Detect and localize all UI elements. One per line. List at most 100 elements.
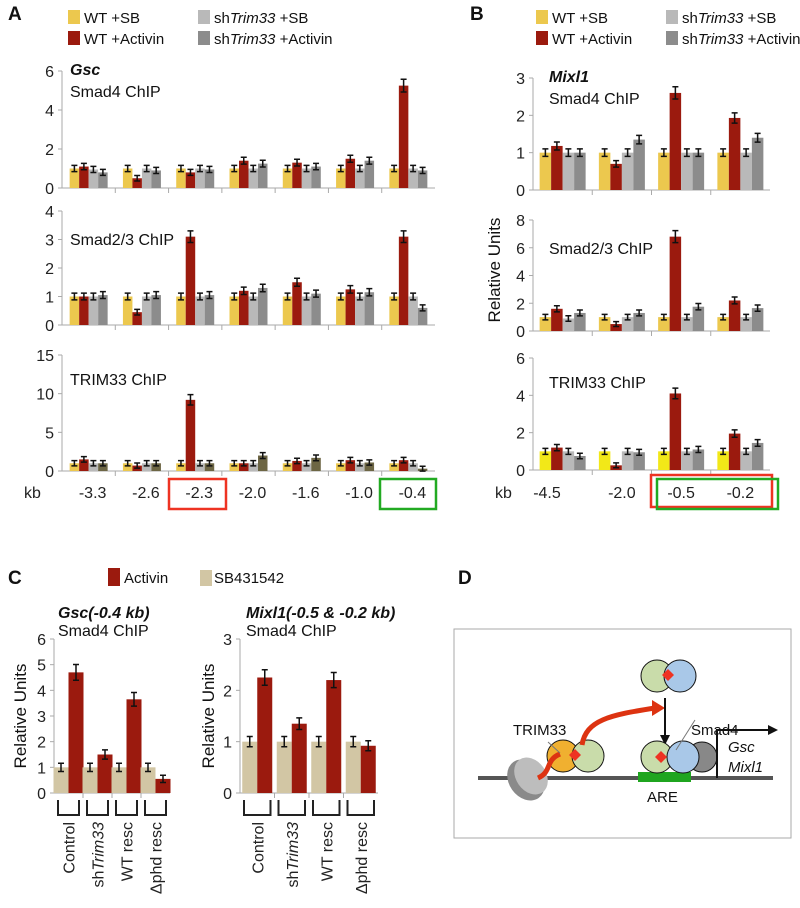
smad4-label: Smad4 <box>691 722 739 739</box>
bar <box>740 451 752 470</box>
bar <box>185 399 196 471</box>
error-bar <box>391 164 398 173</box>
bar <box>669 393 682 470</box>
bar <box>122 168 133 188</box>
error-bar <box>196 459 203 467</box>
y-tick-label: 4 <box>516 269 525 286</box>
bar <box>355 168 365 188</box>
bar <box>389 463 399 471</box>
error-bar <box>145 762 151 773</box>
error-bar <box>99 168 106 177</box>
bar <box>258 455 268 471</box>
error-bar <box>542 313 549 321</box>
y-tick-label: 2 <box>45 142 54 159</box>
bar <box>292 460 302 471</box>
error-bar <box>313 289 320 298</box>
bar <box>681 451 693 470</box>
error-bar <box>400 230 407 244</box>
error-bar <box>356 164 363 173</box>
gene-label-gsc: Gsc <box>728 739 755 756</box>
bar <box>151 170 161 188</box>
legend-label: shTrim33 +SB <box>682 10 776 27</box>
bar <box>751 308 764 331</box>
bar <box>155 778 171 793</box>
bar <box>539 317 552 331</box>
bar <box>326 680 342 793</box>
chart-title: Smad4 ChIP <box>246 623 337 640</box>
bar <box>389 168 399 188</box>
bar <box>610 163 622 190</box>
bar <box>301 168 312 188</box>
y-tick-label: 8 <box>516 213 525 230</box>
bar <box>728 433 741 470</box>
bar <box>292 282 302 325</box>
error-bar <box>337 459 344 467</box>
legend-swatch <box>666 31 678 45</box>
highlight-box-red <box>649 473 774 509</box>
x-axis-label: kb <box>24 485 41 502</box>
legend-swatch <box>198 31 210 45</box>
bar <box>79 296 89 325</box>
error-bar <box>231 164 238 173</box>
bar <box>740 317 752 331</box>
bar <box>598 317 611 331</box>
chart-title: Smad4 ChIP <box>58 623 149 640</box>
chart-title: Smad2/3 ChIP <box>549 241 653 258</box>
bar <box>539 152 552 190</box>
bar <box>364 462 375 471</box>
bar <box>204 463 215 471</box>
x-category-label: shTrim33 <box>91 822 108 888</box>
error-bar <box>366 287 373 297</box>
error-bar <box>259 283 266 293</box>
error-bar <box>410 292 417 301</box>
panel-label-b: B <box>470 4 484 25</box>
bar <box>551 308 563 331</box>
chart-a2: 0 1 2 3 4 Smad2/3 ChIP <box>45 204 435 335</box>
error-bar <box>284 459 291 467</box>
bar <box>417 170 428 188</box>
bar <box>681 317 693 331</box>
bar <box>621 152 634 190</box>
error-bar <box>576 309 583 317</box>
arrowhead-icon <box>652 700 665 716</box>
y-tick-label: 0 <box>516 324 525 341</box>
bar <box>239 463 249 471</box>
phospho-mark <box>655 751 667 763</box>
error-bar <box>672 387 679 400</box>
x-category-label: -2.6 <box>132 485 160 502</box>
error-bar <box>313 454 320 462</box>
error-bar <box>613 320 620 328</box>
error-bar <box>313 162 320 171</box>
error-bar <box>636 448 643 456</box>
y-axis-label: Relative Units <box>11 664 30 769</box>
bar <box>79 166 89 188</box>
bar <box>669 236 682 331</box>
bar <box>345 158 356 188</box>
legend-label: Activin <box>124 570 168 587</box>
error-bar <box>347 456 354 464</box>
x-category-label: -1.0 <box>345 485 373 502</box>
error-bar <box>134 308 141 316</box>
error-bar <box>124 164 131 173</box>
error-bar <box>542 148 549 158</box>
chart-b1: 0 1 2 3 Mixl1 Smad4 ChIP <box>516 69 770 200</box>
bar <box>258 163 268 188</box>
error-bar <box>683 447 690 456</box>
error-bar <box>58 762 64 773</box>
error-bar <box>206 290 213 300</box>
bar <box>355 296 365 325</box>
bar <box>176 296 186 325</box>
bar <box>574 312 586 331</box>
legend-label: WT +SB <box>84 10 140 27</box>
bar <box>229 463 239 471</box>
error-bar <box>660 313 667 321</box>
bar <box>282 296 293 325</box>
bar <box>88 296 99 325</box>
error-bar <box>196 164 203 173</box>
bar <box>633 452 645 470</box>
x-category-label: Control <box>62 822 79 874</box>
bar <box>728 300 741 331</box>
legend-label: shTrim33 +Activin <box>214 31 333 48</box>
legend-label: WT +Activin <box>552 31 632 48</box>
error-bar <box>134 174 141 182</box>
